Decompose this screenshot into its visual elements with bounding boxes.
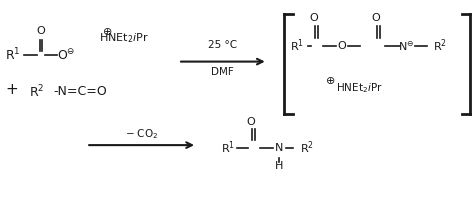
Text: O: O bbox=[309, 13, 318, 23]
Text: N: N bbox=[275, 143, 283, 153]
Text: +: + bbox=[5, 82, 18, 97]
Text: DMF: DMF bbox=[211, 67, 234, 77]
Text: O: O bbox=[372, 13, 381, 23]
Text: R$^1$: R$^1$ bbox=[220, 140, 235, 156]
Text: $\oplus$: $\oplus$ bbox=[102, 26, 112, 37]
Text: HNEt$_2i$Pr: HNEt$_2i$Pr bbox=[99, 31, 149, 45]
Text: O: O bbox=[337, 41, 346, 51]
Text: R$^1$: R$^1$ bbox=[5, 46, 21, 63]
Text: N$^{\ominus}$: N$^{\ominus}$ bbox=[398, 39, 414, 53]
Text: O: O bbox=[247, 117, 255, 127]
Text: R$^1$: R$^1$ bbox=[290, 38, 304, 54]
Text: -N=C=O: -N=C=O bbox=[53, 85, 107, 98]
Text: 25 °C: 25 °C bbox=[208, 40, 237, 50]
Text: $-$ CO$_2$: $-$ CO$_2$ bbox=[125, 127, 158, 141]
Text: H: H bbox=[275, 161, 283, 171]
Text: O: O bbox=[36, 26, 46, 36]
Text: HNEt$_2i$Pr: HNEt$_2i$Pr bbox=[336, 81, 383, 95]
Text: R$^2$: R$^2$ bbox=[433, 38, 447, 54]
Text: $\oplus$: $\oplus$ bbox=[325, 74, 336, 85]
Text: O$^{\ominus}$: O$^{\ominus}$ bbox=[57, 47, 76, 62]
Text: R$^2$: R$^2$ bbox=[29, 83, 45, 100]
Text: R$^2$: R$^2$ bbox=[300, 140, 314, 156]
